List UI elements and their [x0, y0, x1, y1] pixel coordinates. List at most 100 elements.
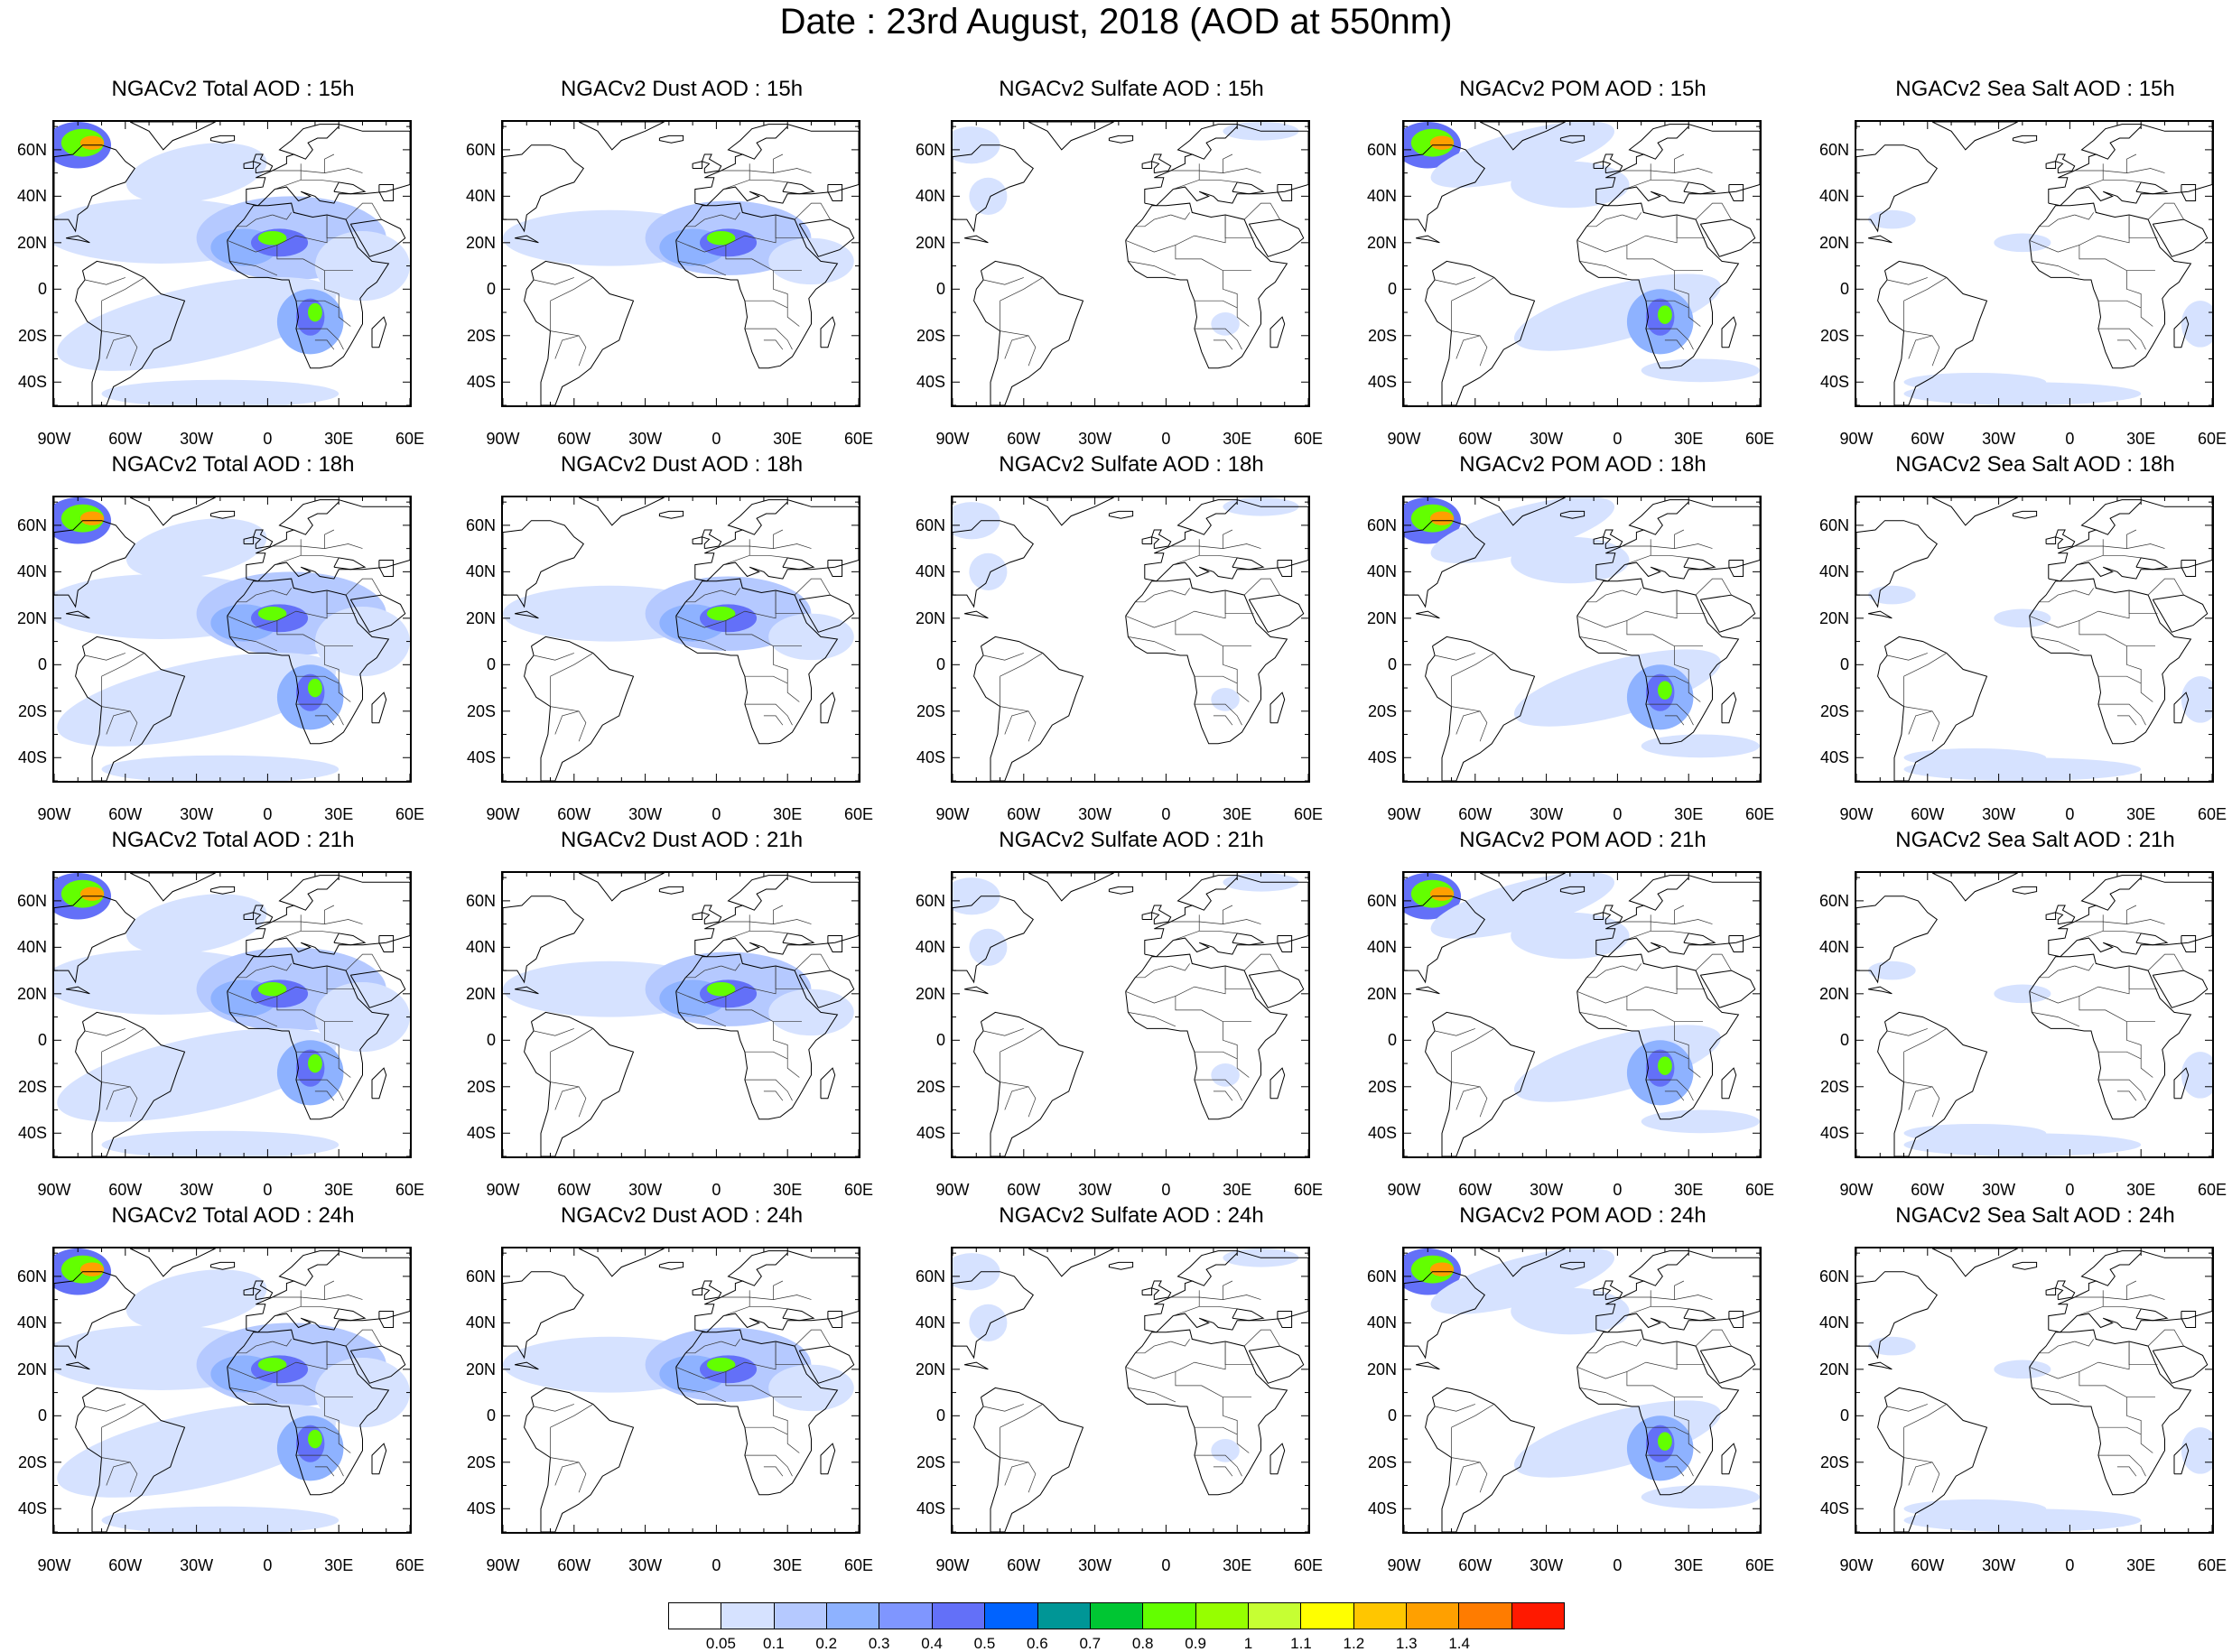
country-border — [744, 300, 788, 309]
panel-title: NGACv2 Total AOD : 24h — [111, 1203, 355, 1228]
lon-tick-label: 30W — [1530, 430, 1564, 448]
lon-tick-label: 30E — [1674, 1556, 1704, 1574]
colorbar-swatch — [932, 1603, 986, 1629]
aerosol-plume — [953, 877, 1000, 915]
coastline-cuba — [964, 235, 989, 244]
lat-tick-label: 40S — [466, 373, 496, 392]
country-border — [725, 245, 802, 272]
aod-map — [503, 873, 859, 1156]
lat-tick-label: 20S — [916, 326, 945, 345]
coastline-europe — [246, 124, 410, 207]
country-border — [1170, 588, 1190, 596]
aerosol-field — [1868, 209, 2212, 405]
colorbar-swatch — [1407, 1603, 1460, 1629]
country-border — [1128, 1012, 1176, 1027]
country-border — [685, 965, 721, 979]
coastlines — [1404, 122, 1760, 405]
map-panel-seasalt-24h: NGACv2 Sea Salt AOD : 24h 60N 40N 20N 0 20S 40… — [1802, 1127, 2232, 1575]
aerosol-plume — [314, 230, 410, 302]
country-border — [324, 529, 335, 549]
country-border — [775, 1341, 804, 1366]
lon-tick-label: 30W — [180, 805, 214, 823]
lon-tick-label: 60E — [395, 1556, 425, 1574]
colorbar-swatch — [1511, 1603, 1565, 1629]
lon-tick-label: 90W — [1839, 1181, 1874, 1199]
country-border — [1170, 1339, 1190, 1347]
country-border — [2032, 636, 2080, 652]
aerosol-plume — [953, 126, 1000, 164]
coastline-caspian — [1728, 184, 1744, 201]
coastline-greenland — [129, 1248, 216, 1277]
panel-title: NGACv2 Sulfate AOD : 15h — [999, 77, 1264, 101]
lat-tick-label: 20N — [465, 233, 496, 252]
lon-tick-label: 60E — [843, 805, 874, 823]
aerosol-plume — [969, 177, 1008, 215]
coastline-northAmerica — [1404, 1271, 1485, 1360]
coastline-britain — [1150, 905, 1172, 925]
aerosol-field — [1404, 1248, 1760, 1509]
lat-tick-label: 40S — [1367, 1499, 1397, 1518]
country-border — [106, 1462, 131, 1486]
lat-tick-label: 0 — [1839, 1406, 1849, 1425]
country-border — [1435, 1404, 1475, 1412]
panel-title: NGACv2 POM AOD : 18h — [1459, 452, 1707, 477]
coastline-madagascar — [820, 1443, 836, 1475]
coastline-arabia — [1699, 594, 1756, 633]
lon-tick-label: 60E — [2197, 1181, 2227, 1199]
lon-tick-label: 0 — [711, 1181, 721, 1199]
panel-title: NGACv2 Dust AOD : 18h — [560, 452, 804, 477]
lat-tick-label: 20N — [16, 1360, 47, 1378]
country-border — [773, 1021, 800, 1078]
coastline-caspian — [827, 935, 843, 952]
country-border — [1586, 214, 1623, 227]
country-border — [554, 710, 580, 735]
coastline-southAmerica — [524, 636, 635, 781]
map-frame — [1402, 496, 1762, 783]
lat-tick-label: 60N — [16, 140, 47, 159]
colorbar-label: 1.1 — [1290, 1635, 1312, 1652]
aerosol-plume — [126, 894, 267, 954]
map-frame — [501, 496, 860, 783]
country-border — [326, 215, 356, 239]
aerosol-plume — [2181, 1052, 2212, 1099]
country-border — [1194, 1079, 1242, 1101]
tick-marks — [1856, 497, 2212, 781]
lon-tick-label: 0 — [2065, 430, 2075, 448]
coastline-madagascar — [371, 1067, 387, 1100]
coastline-ireland — [2045, 536, 2057, 544]
lat-tick-label: 60N — [1366, 515, 1397, 534]
country-border — [1223, 153, 1233, 173]
lon-tick-label: 60W — [557, 1556, 591, 1574]
lat-tick-label: 20S — [916, 1452, 945, 1471]
tick-marks — [503, 1248, 859, 1532]
country-border — [2147, 578, 2184, 596]
coastline-cuba — [1416, 1361, 1440, 1370]
tick-marks — [54, 497, 410, 781]
country-border — [2097, 1051, 2142, 1060]
lon-tick-label: 60W — [108, 805, 143, 823]
aerosol-plume — [1511, 1287, 1630, 1335]
lat-tick-label: 0 — [37, 655, 47, 674]
country-border — [345, 953, 382, 971]
lon-tick-label: 60E — [2197, 1556, 2227, 1574]
coastline-madagascar — [1269, 1443, 1286, 1475]
lon-tick-label: 60W — [1007, 430, 1041, 448]
coastline-southAmerica — [524, 1011, 635, 1156]
map-panel-dust-18h: NGACv2 Dust AOD : 18h 60N 40N 20N 0 20S 40S 90W… — [449, 376, 900, 824]
coastline-arabia — [2152, 970, 2209, 1008]
coastline-cuba — [1868, 610, 1893, 619]
country-border — [345, 1329, 382, 1347]
coastline-europe — [246, 499, 410, 582]
lat-tick-label: 40N — [465, 562, 496, 581]
aerosol-plume — [79, 511, 105, 525]
country-border — [101, 653, 144, 677]
panel-title: NGACv2 Sulfate AOD : 24h — [999, 1203, 1264, 1228]
country-border — [763, 715, 784, 726]
coastline-caspian — [1277, 560, 1293, 577]
aerosol-plume — [1658, 305, 1672, 324]
coastline-northAmerica — [953, 144, 1034, 233]
country-border — [1194, 1426, 1238, 1435]
lon-tick-label: 60E — [1744, 1181, 1775, 1199]
lat-tick-label: 0 — [1387, 1031, 1397, 1050]
country-border — [1004, 710, 1029, 735]
